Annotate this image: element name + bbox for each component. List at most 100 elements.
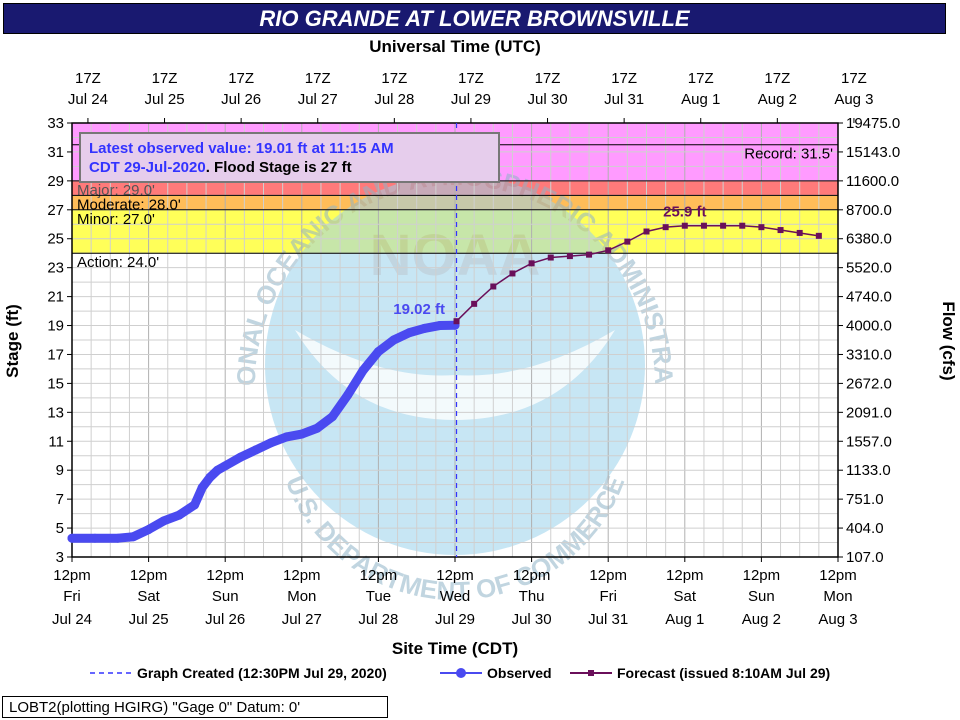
threshold-label: Major: 29.0' [77, 182, 155, 199]
threshold-label: Record: 31.5' [744, 146, 833, 163]
y-tick-label-left: 17 [47, 346, 64, 363]
latest-observed-box: Latest observed value: 19.01 ft at 11:15… [79, 132, 500, 183]
forecast-point [586, 251, 593, 258]
y-tick-label-right: 1557.0 [846, 433, 892, 450]
x-tick-label-top-date: Jul 31 [604, 91, 644, 108]
legend-observed-marker [456, 668, 466, 678]
observed-point [144, 525, 154, 535]
x-tick-label-top-date: Jul 24 [68, 91, 108, 108]
y-tick-label-right: 5520.0 [846, 260, 892, 277]
y-tick-label-left: 11 [48, 433, 64, 450]
x-tick-label-bottom-day: Mon [287, 588, 316, 605]
x-tick-label-top-date: Jul 30 [528, 91, 568, 108]
chart-axes: 3 5 7 9 11 13 15 17 19 21 23 25 27 29 31 33 107.0 404.0 75… [47, 70, 900, 628]
x-tick-label-top-date: Aug 1 [681, 91, 720, 108]
x-tick-label-top-hour: 17Z [228, 70, 254, 87]
y-tick-label-right: 1133.0 [846, 462, 891, 479]
x-tick-label-bottom-time: 12pm [360, 567, 398, 584]
y-tick-label-left: 3 [56, 549, 64, 566]
x-tick-label-top-hour: 17Z [458, 70, 484, 87]
y-tick-label-left: 31 [47, 144, 64, 161]
y-tick-label-left: 19 [47, 318, 64, 335]
y-tick-label-left: 13 [47, 404, 64, 421]
x-tick-label-bottom-date: Jul 26 [205, 611, 245, 628]
observed-point [343, 390, 353, 400]
latest-observed-line1: Latest observed value: 19.01 ft at 11:15… [89, 140, 394, 157]
observed-point [327, 412, 337, 422]
y-tick-label-left: 21 [47, 289, 64, 306]
observed-point [190, 500, 200, 510]
x-tick-label-top-hour: 17Z [305, 70, 331, 87]
observed-point [297, 429, 307, 439]
observed-point [404, 328, 414, 338]
forecast-point [471, 300, 478, 307]
forecast-point [758, 224, 765, 231]
x-tick-label-top-hour: 17Z [841, 70, 867, 87]
observed-point [236, 452, 246, 462]
observed-point [67, 533, 77, 543]
x-tick-label-bottom-date: Jul 30 [512, 611, 552, 628]
observed-point [90, 533, 100, 543]
observed-point [197, 483, 207, 493]
forecast-point [509, 270, 516, 277]
observed-point [213, 465, 223, 475]
chart-title-bar: RIO GRANDE AT LOWER BROWNSVILLE [3, 3, 946, 34]
chart-series: 19.02 ft 25.9 ft [67, 123, 822, 557]
observed-value-label: 19.02 ft [393, 301, 445, 318]
forecast-line [456, 224, 819, 322]
y-axis-title-right: Flow (cfs) [939, 301, 958, 380]
observed-point [373, 347, 383, 357]
x-tick-label-top-date: Jul 28 [374, 91, 414, 108]
legend-forecast-label: Forecast (issued 8:10AM Jul 29) [617, 665, 830, 681]
x-tick-label-top-hour: 17Z [535, 70, 561, 87]
observed-point [159, 516, 169, 526]
latest-observed-line2: CDT 29-Jul-2020. Flood Stage is 27 ft [89, 159, 352, 176]
x-tick-label-bottom-time: 12pm [283, 567, 321, 584]
y-tick-label-left: 15 [47, 375, 64, 392]
x-tick-label-top-hour: 17Z [381, 70, 407, 87]
forecast-point [739, 222, 746, 229]
y-tick-label-right: 3310.0 [846, 346, 892, 363]
x-tick-label-top-date: Jul 29 [451, 91, 491, 108]
forecast-point [605, 247, 612, 254]
observed-point [435, 321, 445, 331]
x-tick-label-bottom-time: 12pm [53, 567, 91, 584]
threshold-label: Action: 24.0' [77, 254, 159, 271]
observed-point [220, 461, 230, 471]
x-tick-label-top-date: Jul 26 [221, 91, 261, 108]
y-tick-label-right: 6380.0 [846, 231, 892, 248]
x-tick-label-bottom-time: 12pm [513, 567, 551, 584]
observed-point [266, 438, 276, 448]
x-tick-label-bottom-day: Sun [748, 588, 775, 605]
gage-datum-text: LOBT2(plotting HGIRG) "Gage 0" Datum: 0' [9, 699, 301, 716]
forecast-point [528, 260, 535, 267]
x-tick-label-bottom-time: 12pm [436, 567, 474, 584]
x-tick-label-bottom-day: Fri [63, 588, 81, 605]
x-tick-label-top-hour: 17Z [152, 70, 178, 87]
x-tick-label-bottom-day: Fri [599, 588, 617, 605]
x-tick-label-top-hour: 17Z [611, 70, 637, 87]
x-tick-label-bottom-date: Jul 31 [588, 611, 628, 628]
observed-point [312, 423, 322, 433]
x-tick-label-bottom-day: Mon [823, 588, 852, 605]
x-tick-label-bottom-time: 12pm [819, 567, 857, 584]
observed-point [174, 510, 184, 520]
y-axis-title-left: Stage (ft) [3, 304, 22, 378]
x-tick-label-bottom-time: 12pm [666, 567, 704, 584]
y-tick-label-right: 8700.0 [846, 202, 892, 219]
x-tick-label-bottom-date: Jul 25 [129, 611, 169, 628]
x-tick-label-top-hour: 17Z [764, 70, 790, 87]
x-tick-label-bottom-date: Jul 24 [52, 611, 92, 628]
y-tick-label-right: 15143.0 [846, 144, 900, 161]
observed-point [113, 533, 123, 543]
forecast-point [643, 228, 650, 235]
observed-point [251, 445, 261, 455]
y-tick-label-left: 7 [56, 491, 64, 508]
observed-point [128, 532, 138, 542]
x-tick-label-bottom-day: Sat [137, 588, 160, 605]
top-axis-title: Universal Time (UTC) [369, 37, 541, 56]
x-tick-label-bottom-day: Sat [674, 588, 697, 605]
forecast-point [796, 229, 803, 236]
chart-grid [71, 122, 839, 558]
